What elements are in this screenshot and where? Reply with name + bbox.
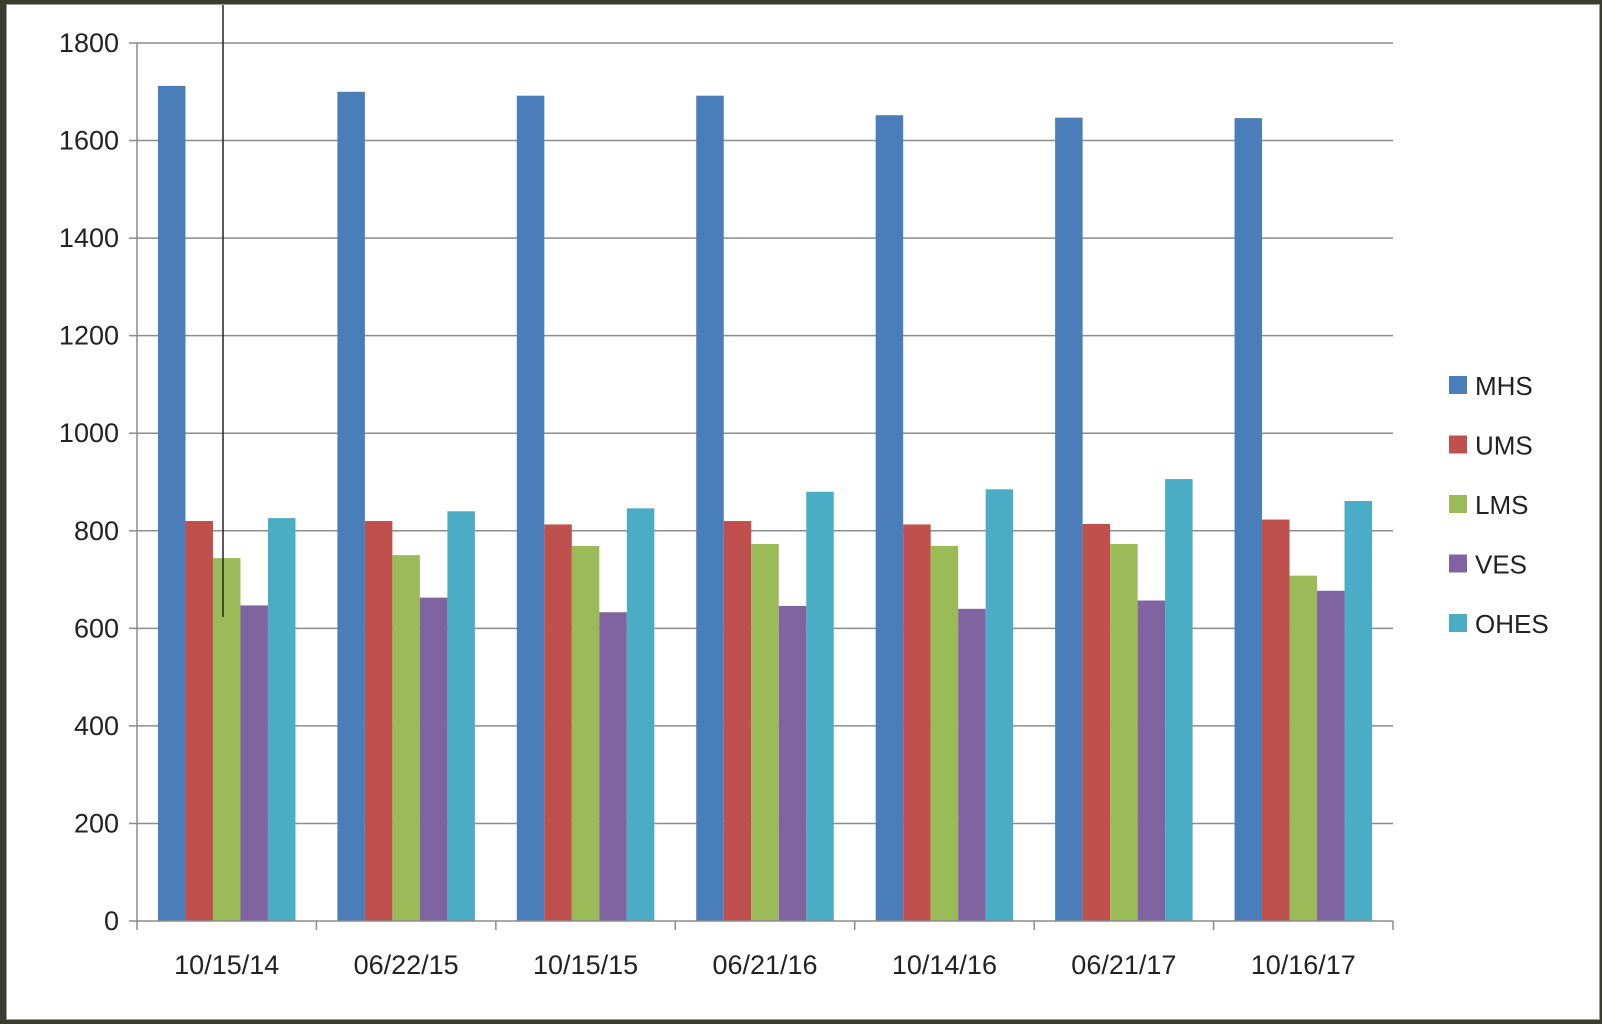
y-tick-label: 200 (74, 808, 119, 838)
bar-mhs-1 (337, 91, 365, 922)
bar-ohes-2 (626, 508, 655, 921)
legend-swatch-ohes (1449, 614, 1467, 632)
y-tick-labels: 0 200 400 600 800 1000 1200 1400 1600 1800 (59, 28, 119, 936)
y-tick-label: 1600 (59, 126, 119, 156)
legend: MHS UMS LMS VES OHES (1449, 371, 1549, 639)
chart-frame: 0 200 400 600 800 1000 1200 1400 1600 1800 10/15/… (6, 4, 1600, 1020)
x-tick-label: 06/21/17 (1071, 950, 1176, 980)
legend-swatch-ums (1449, 435, 1467, 454)
y-tick-label: 1800 (59, 28, 119, 58)
bar-ves-0 (240, 605, 268, 921)
bar-ves-2 (599, 612, 627, 921)
legend-label-mhs: MHS (1475, 371, 1533, 401)
bar-ves-6 (1317, 590, 1345, 921)
bar-mhs-3 (696, 95, 724, 922)
bar-ohes-0 (267, 518, 296, 921)
x-tick-label: 10/16/17 (1251, 950, 1356, 980)
bar-chart: 0 200 400 600 800 1000 1200 1400 1600 1800 10/15/… (59, 5, 1549, 980)
bar-lms-1 (392, 555, 420, 921)
bar-mhs-6 (1234, 118, 1263, 921)
y-tick-label: 1000 (59, 418, 119, 448)
bar-ums-5 (1082, 523, 1111, 921)
bar-lms-0 (212, 558, 241, 921)
legend-swatch-lms (1449, 495, 1467, 513)
bar-mhs-4 (875, 115, 904, 922)
legend-label-lms: LMS (1475, 490, 1528, 520)
x-tick-label: 06/21/16 (712, 950, 817, 980)
bar-ums-2 (544, 524, 572, 921)
bar-ves-5 (1137, 600, 1166, 921)
legend-label-ohes: OHES (1475, 609, 1549, 639)
x-tick-label: 06/22/15 (354, 950, 459, 980)
bar-lms-4 (930, 545, 959, 921)
bar-ums-1 (364, 521, 393, 921)
x-tick-label: 10/14/16 (892, 950, 997, 980)
bar-ohes-4 (985, 489, 1014, 921)
legend-label-ves: VES (1475, 550, 1527, 580)
axes (129, 5, 1394, 930)
bar-ohes-5 (1165, 479, 1193, 921)
legend-swatch-mhs (1449, 376, 1467, 394)
bar-ves-1 (419, 597, 448, 921)
bar-lms-5 (1110, 543, 1138, 921)
bar-lms-6 (1289, 575, 1318, 921)
bar-mhs-5 (1055, 117, 1083, 921)
bar-mhs-2 (516, 95, 545, 922)
bar-lms-3 (751, 543, 779, 921)
bar-mhs-0 (157, 85, 186, 922)
x-tick-label: 10/15/14 (174, 950, 279, 980)
legend-label-ums: UMS (1475, 431, 1533, 461)
bar-ohes-1 (447, 511, 475, 921)
bar-ums-4 (903, 524, 931, 921)
y-tick-label: 600 (74, 613, 119, 643)
bar-ums-0 (185, 521, 213, 921)
y-tick-label: 400 (74, 711, 119, 741)
y-tick-label: 0 (104, 906, 119, 936)
bars (157, 85, 1373, 922)
bar-ves-4 (958, 608, 986, 921)
bar-lms-2 (571, 545, 600, 921)
y-tick-label: 1200 (59, 321, 119, 351)
bar-ums-6 (1262, 519, 1290, 921)
bar-ohes-6 (1344, 501, 1373, 921)
y-tick-label: 1400 (59, 223, 119, 253)
x-tick-label: 10/15/15 (533, 950, 638, 980)
y-tick-label: 800 (74, 516, 119, 546)
x-tick-labels: 10/15/14 06/22/15 10/15/15 06/21/16 10/14/16… (174, 950, 1356, 980)
legend-swatch-ves (1449, 554, 1467, 573)
bar-ves-3 (778, 605, 807, 921)
bar-ohes-3 (806, 491, 834, 921)
bar-ums-3 (723, 521, 752, 921)
